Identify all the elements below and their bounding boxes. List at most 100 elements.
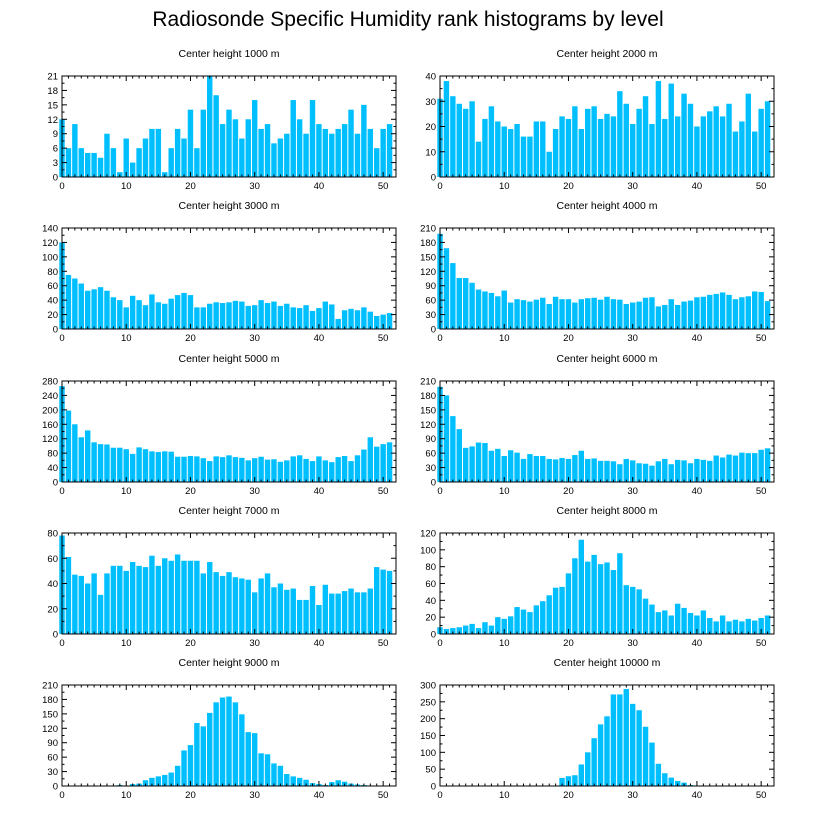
- bar: [142, 449, 149, 482]
- bar: [520, 609, 527, 634]
- bar: [475, 141, 482, 177]
- bar: [758, 449, 764, 482]
- y-tick-label: 0: [431, 325, 436, 336]
- bar: [155, 128, 162, 177]
- bar: [636, 589, 642, 634]
- bar: [386, 124, 393, 177]
- bar: [142, 567, 149, 634]
- bar: [296, 119, 303, 177]
- bar: [443, 628, 450, 634]
- y-tick-label: 9: [53, 129, 58, 140]
- bar: [219, 124, 226, 177]
- y-tick-label: 180: [420, 391, 436, 402]
- bar: [572, 558, 578, 634]
- bar: [662, 458, 668, 482]
- panel-title: Center height 5000 m: [179, 353, 280, 365]
- bar: [462, 625, 469, 634]
- bar: [610, 570, 617, 634]
- y-tick-label: 90: [47, 738, 58, 749]
- y-tick-label: 280: [42, 377, 58, 388]
- bar: [662, 773, 668, 786]
- bar: [668, 615, 674, 634]
- bar: [655, 461, 662, 482]
- bar: [322, 584, 329, 634]
- bar: [649, 604, 655, 634]
- x-tick-label: 50: [378, 181, 389, 192]
- bar: [348, 109, 354, 177]
- y-tick-label: 80: [47, 267, 58, 278]
- bar: [456, 429, 462, 482]
- y-tick-label: 0: [53, 325, 58, 336]
- bar: [649, 297, 655, 329]
- bar: [322, 301, 329, 329]
- bar: [258, 753, 264, 786]
- bar: [540, 297, 546, 329]
- bar: [187, 456, 194, 482]
- bar: [527, 136, 533, 177]
- bar: [207, 712, 213, 786]
- y-tick-label: 30: [47, 767, 58, 778]
- bar: [475, 442, 482, 482]
- bar: [309, 100, 316, 177]
- bar: [610, 461, 617, 482]
- bar: [662, 118, 668, 177]
- x-tick-label: 50: [756, 486, 767, 497]
- bar: [72, 124, 78, 177]
- y-tick-label: 120: [42, 434, 58, 445]
- bar: [309, 461, 316, 482]
- bar: [277, 461, 284, 482]
- bar: [367, 311, 374, 329]
- bar: [97, 157, 104, 177]
- bar: [84, 290, 91, 329]
- y-tick-label: 12: [47, 115, 58, 126]
- bar: [745, 453, 752, 482]
- bar: [585, 561, 591, 634]
- x-tick-label: 40: [314, 486, 325, 497]
- bar: [290, 776, 296, 786]
- bar: [348, 308, 354, 329]
- bar: [636, 301, 642, 329]
- bar: [264, 754, 271, 786]
- x-tick-label: 0: [59, 790, 64, 801]
- bar: [694, 126, 700, 177]
- bar: [726, 621, 732, 634]
- bar: [745, 618, 752, 634]
- bar: [322, 460, 329, 482]
- bar: [597, 118, 604, 177]
- bar: [271, 301, 277, 329]
- bar: [501, 126, 507, 177]
- bar: [187, 560, 194, 634]
- x-tick-label: 30: [249, 181, 260, 192]
- bar: [84, 583, 91, 634]
- bar: [303, 458, 309, 482]
- bar: [565, 573, 572, 634]
- x-tick-label: 20: [185, 333, 196, 344]
- bar: [123, 449, 129, 482]
- bar: [488, 292, 495, 329]
- bar: [361, 104, 367, 177]
- bar: [604, 113, 610, 177]
- bar: [488, 106, 495, 177]
- bar: [245, 119, 251, 177]
- bar: [207, 461, 213, 482]
- y-tick-label: 210: [42, 681, 58, 692]
- x-tick-label: 50: [378, 638, 389, 649]
- bar: [354, 455, 361, 482]
- bar: [142, 305, 149, 329]
- bar: [629, 460, 636, 482]
- y-tick-label: 150: [420, 731, 436, 742]
- bar: [507, 616, 514, 634]
- bar: [374, 446, 380, 482]
- x-tick-label: 50: [378, 333, 389, 344]
- bar: [303, 779, 309, 786]
- bar: [572, 106, 578, 177]
- bar: [290, 456, 296, 482]
- panel-title: Center height 6000 m: [557, 353, 658, 365]
- bar: [341, 591, 348, 634]
- panel-5: Center height 5000 m 0 10 20 30 40 50 0 40 80 120 1…: [42, 353, 397, 497]
- panel-9: Center height 9000 m 0 10 20 30 40 50 0 30 60 90 12…: [42, 657, 397, 801]
- bar: [662, 304, 668, 329]
- x-tick-label: 0: [59, 181, 64, 192]
- bar: [700, 610, 707, 634]
- x-tick-label: 50: [378, 486, 389, 497]
